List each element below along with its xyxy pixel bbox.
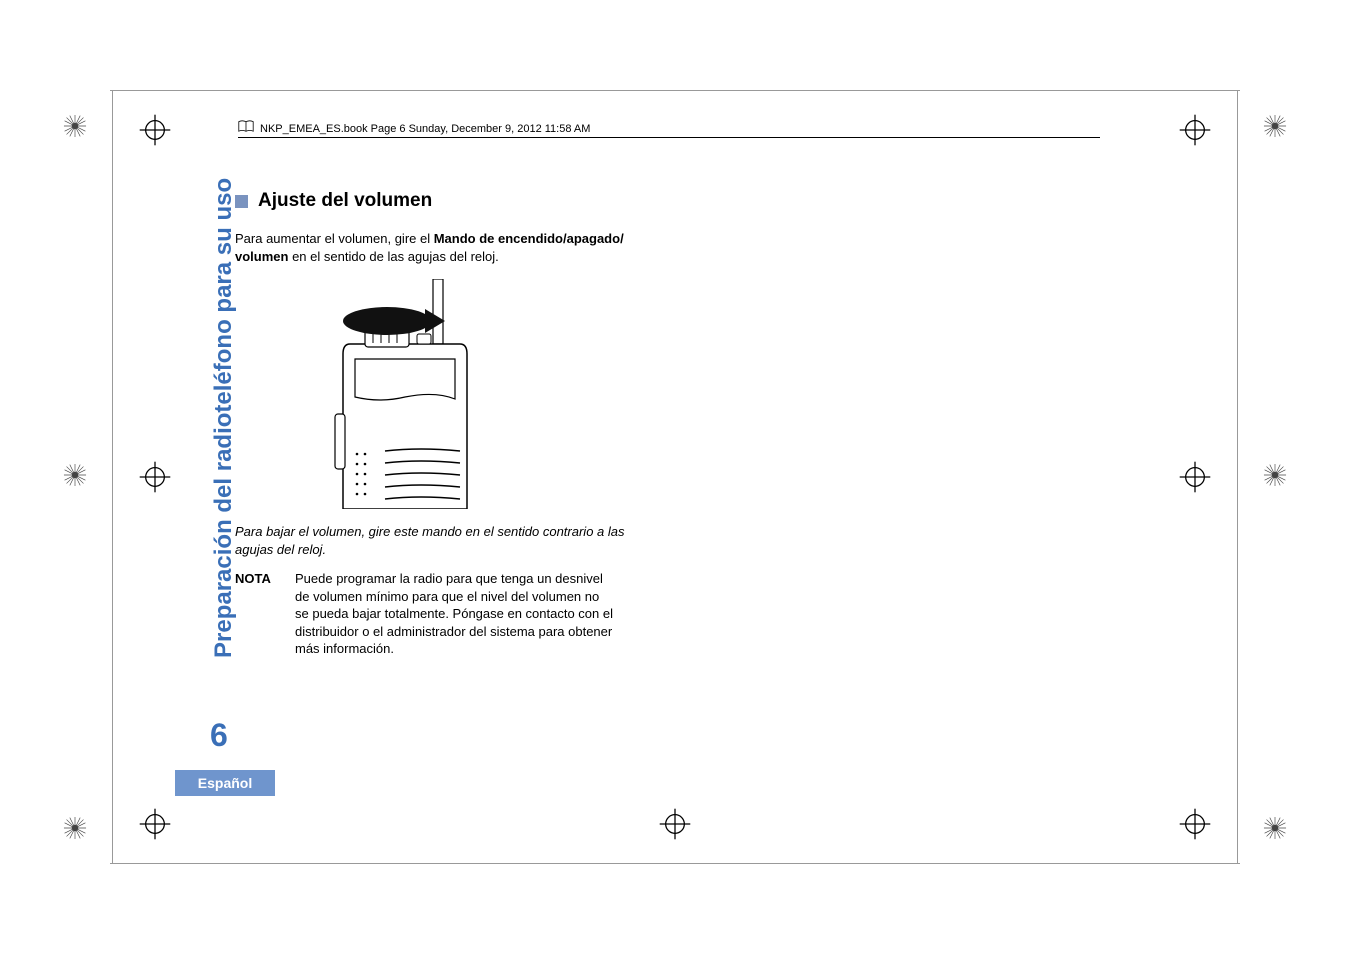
crop-guide-right	[1237, 90, 1238, 864]
nota-label: NOTA	[235, 570, 295, 658]
nota-block: NOTA Puede programar la radio para que t…	[235, 570, 655, 658]
crop-guide-top	[110, 90, 1240, 91]
page-header: NKP_EMEA_ES.book Page 6 Sunday, December…	[238, 120, 1100, 138]
radial-mark-icon	[1262, 113, 1288, 139]
registration-mark-icon	[658, 807, 692, 841]
nota-body: Puede programar la radio para que tenga …	[295, 570, 655, 658]
para1-post: en el sentido de las agujas del reloj.	[288, 249, 498, 264]
section-title-row: Ajuste del volumen	[175, 190, 655, 212]
registration-mark-icon	[138, 807, 172, 841]
registration-mark-icon	[1178, 460, 1212, 494]
header-text: NKP_EMEA_ES.book Page 6 Sunday, December…	[260, 123, 590, 135]
language-label: Español	[198, 775, 252, 791]
section-title: Ajuste del volumen	[258, 190, 432, 212]
crop-guide-left	[112, 90, 113, 864]
body-paragraph: Para aumentar el volumen, gire el Mando …	[235, 230, 655, 265]
radio-illustration	[295, 279, 515, 509]
language-tab: Español	[175, 770, 275, 796]
para1-pre: Para aumentar el volumen, gire el	[235, 231, 434, 246]
registration-mark-icon	[1178, 807, 1212, 841]
radial-mark-icon	[62, 462, 88, 488]
radial-mark-icon	[1262, 815, 1288, 841]
page-number: 6	[210, 717, 228, 754]
registration-mark-icon	[138, 460, 172, 494]
main-content: Ajuste del volumen Para aumentar el volu…	[175, 190, 655, 658]
radial-mark-icon	[62, 113, 88, 139]
section-bullet-icon	[235, 195, 248, 208]
radial-mark-icon	[62, 815, 88, 841]
book-icon	[238, 120, 254, 134]
crop-guide-bottom	[110, 863, 1240, 864]
registration-mark-icon	[138, 113, 172, 147]
registration-mark-icon	[1178, 113, 1212, 147]
radial-mark-icon	[1262, 462, 1288, 488]
italic-instruction: Para bajar el volumen, gire este mando e…	[235, 523, 655, 558]
